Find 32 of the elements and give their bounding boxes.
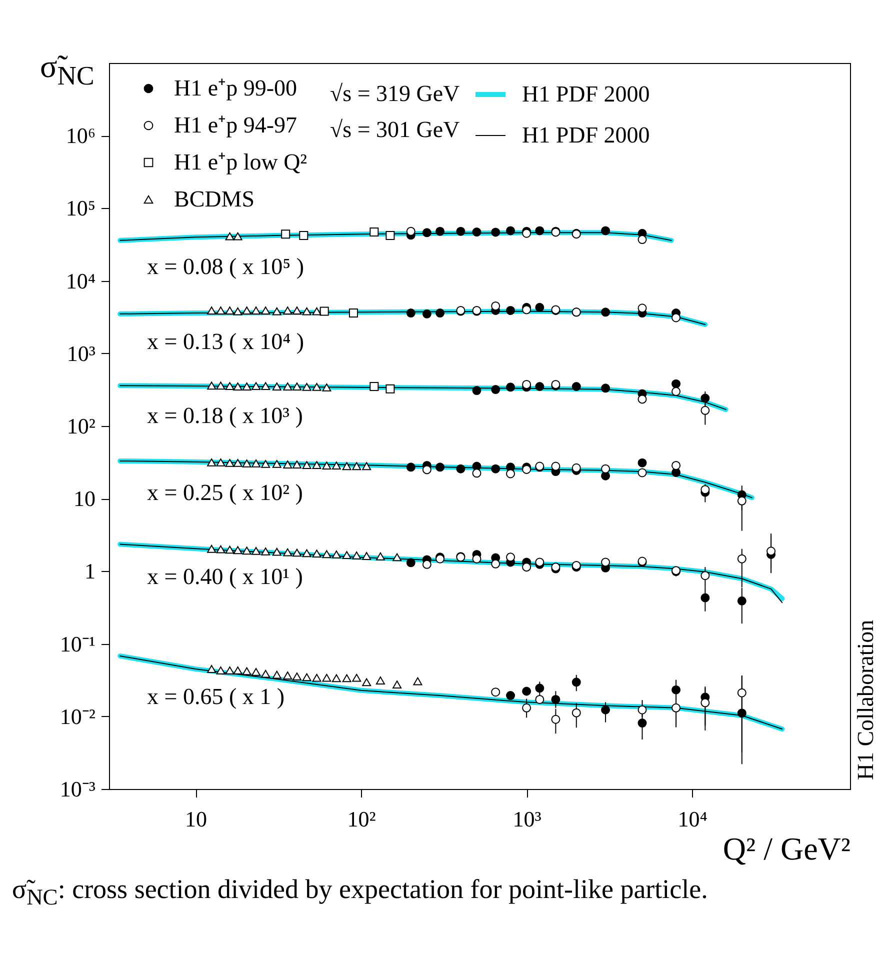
y-tick-label: 10² bbox=[66, 414, 96, 438]
y-tick-label: 10⁵ bbox=[66, 196, 96, 221]
annotation: x = 0.65 ( x 1 ) bbox=[147, 684, 285, 709]
annotation: x = 0.40 ( x 10¹ ) bbox=[147, 564, 303, 589]
legend-label: H1 e⁺p low Q² bbox=[174, 150, 308, 174]
legend-label: H1 PDF 2000 bbox=[522, 82, 650, 106]
x-tick-label: 10³ bbox=[512, 806, 542, 832]
text: H1 Collaboration bbox=[853, 619, 878, 780]
y-tick-label: 10⁻² bbox=[60, 704, 96, 729]
y-axis-title: σ̃$_{NC}$ bbox=[40, 48, 94, 92]
annotation: x = 0.13 ( x 10⁴ ) bbox=[147, 329, 304, 354]
x-tick-label: 10² bbox=[347, 806, 376, 832]
legend-label: BCDMS bbox=[174, 186, 255, 212]
legend-label: H1 PDF 2000 bbox=[522, 122, 650, 148]
annotation: x = 0.08 ( x 10⁵ ) bbox=[147, 254, 304, 279]
annotation: x = 0.18 ( x 10³ ) bbox=[147, 403, 303, 428]
y-tick-label: 10⁻¹ bbox=[60, 631, 96, 656]
x-tick-label: 10⁴ bbox=[678, 806, 708, 832]
y-tick-label: 1 bbox=[84, 558, 96, 584]
y-tick-label: 10 bbox=[74, 486, 96, 512]
y-tick-label: 10⁻³ bbox=[60, 776, 96, 802]
annotation: √s = 301 GeV bbox=[330, 117, 460, 142]
annotation: √s = 319 GeV bbox=[330, 81, 460, 106]
y-tick-label: 10³ bbox=[66, 340, 96, 366]
y-tick-label: 10⁴ bbox=[66, 268, 96, 294]
annotation: x = 0.25 ( x 10² ) bbox=[147, 480, 303, 505]
x-axis-title: Q² / GeV² bbox=[722, 830, 850, 866]
x-tick-label: 10 bbox=[185, 806, 208, 832]
legend-label: H1 e⁺p 94-97 bbox=[174, 112, 297, 138]
legend-label: H1 e⁺p 99-00 bbox=[174, 76, 297, 100]
text: σ̃$_{NC}$: cross section divided by expectation for point-like particle. bbox=[12, 873, 709, 912]
y-tick-label: 10⁶ bbox=[66, 123, 96, 148]
